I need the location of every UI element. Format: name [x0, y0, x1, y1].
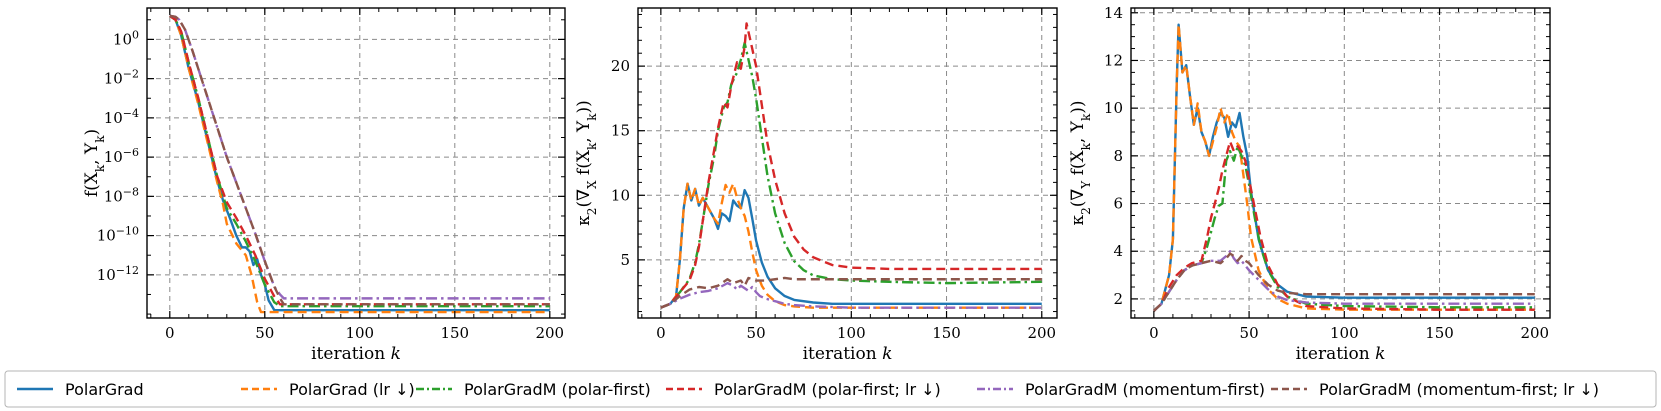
axes-frame — [637, 7, 1058, 319]
subplot-condition-number-y: 0 50 100 150 200 2 4 6 8 10 12 14 iteration k κ2​(∇Y​… — [1068, 4, 1551, 364]
x-tick-label: 100 — [837, 324, 866, 342]
legend: PolarGrad PolarGrad (lr ↓) PolarGradM (pol… — [4, 370, 1657, 408]
series-line-polargradm-momentum-first-lr — [660, 276, 1042, 309]
x-axis-label: iteration k — [1296, 344, 1386, 364]
y-tick-label: 100 — [113, 28, 139, 49]
legend-label: PolarGradM (polar-first; lr ↓) — [714, 380, 941, 399]
series-line-polargrad-lr — [660, 182, 1042, 309]
y-tick-label: 10−8 — [104, 185, 139, 206]
ticks: 0 50 100 150 200 5 10 15 20 — [611, 8, 1057, 342]
y-tick-label: 15 — [611, 122, 630, 140]
legend-entry-polargrad: PolarGrad — [17, 380, 144, 399]
x-tick-label: 200 — [1520, 324, 1549, 342]
series-line-polargradm-polar-first-lr — [1153, 140, 1535, 312]
ticks: 0 50 100 150 200 100 10−2 10−4 10−6 10−8 10−10 10−1… — [97, 8, 565, 342]
y-tick-label: 12 — [1104, 51, 1123, 69]
series-line-polargradm-polar-first-lr — [660, 22, 1042, 309]
ticks: 0 50 100 150 200 2 4 6 8 10 12 14 — [1104, 4, 1550, 342]
axes-frame — [146, 7, 566, 319]
series-line-polargradm-momentum-first — [660, 281, 1042, 309]
y-tick-label: 10−4 — [104, 106, 139, 127]
x-tick-label: 150 — [932, 324, 961, 342]
y-tick-label: 10−6 — [104, 146, 139, 167]
x-tick-label: 150 — [440, 324, 469, 342]
series-group — [660, 22, 1042, 309]
series-line-polargrad-lr — [169, 14, 550, 314]
legend-entry-polargradm-momentum-first: PolarGradM (momentum-first) — [977, 380, 1265, 399]
y-tick-label: 5 — [620, 251, 630, 269]
y-tick-label: 10−12 — [97, 263, 139, 284]
y-tick-label: 20 — [611, 57, 630, 75]
y-tick-label: 8 — [1113, 147, 1123, 165]
grid — [147, 8, 565, 318]
series-line-polargradm-momentum-first-lr — [1153, 252, 1535, 312]
series-line-polargradm-polar-first — [169, 14, 550, 308]
y-tick-label: 14 — [1104, 4, 1123, 22]
y-tick-label: 10 — [1104, 99, 1123, 117]
legend-entry-polargrad-lr: PolarGrad (lr ↓) — [241, 380, 415, 399]
x-axis-label: iteration k — [311, 344, 401, 364]
legend-entry-polargradm-polar-first: PolarGradM (polar-first) — [416, 380, 651, 399]
subplot-objective-value: 0 50 100 150 200 100 10−2 10−4 10−6 10−8 10−10 10−1… — [82, 7, 566, 364]
y-tick-label: 10 — [611, 186, 630, 204]
legend-label: PolarGrad (lr ↓) — [289, 380, 415, 399]
series-line-polargradm-momentum-first-lr — [169, 14, 550, 306]
x-tick-label: 200 — [1027, 324, 1056, 342]
y-axis-label: κ2​(∇Y​ f(Xk​, Yk​)) — [1068, 101, 1093, 226]
y-tick-label: 6 — [1113, 195, 1123, 213]
subplot-condition-number-x: 0 50 100 150 200 5 10 15 20 iteration k κ2​(∇X​ f(… — [574, 7, 1058, 364]
legend-label: PolarGradM (momentum-first) — [1025, 380, 1265, 399]
series-group — [169, 14, 550, 314]
series-line-polargrad — [1153, 23, 1535, 312]
series-group — [1153, 23, 1535, 312]
legend-entry-polargradm-polar-first-lr: PolarGradM (polar-first; lr ↓) — [666, 380, 941, 399]
x-tick-label: 50 — [747, 324, 766, 342]
legend-label: PolarGrad — [65, 380, 144, 399]
x-tick-label: 50 — [255, 324, 274, 342]
x-tick-label: 0 — [1149, 324, 1159, 342]
x-axis-label: iteration k — [803, 344, 893, 364]
series-line-polargrad-lr — [1153, 23, 1535, 312]
x-tick-label: 150 — [1425, 324, 1454, 342]
x-tick-label: 100 — [1330, 324, 1359, 342]
legend-label: PolarGradM (polar-first) — [464, 380, 651, 399]
x-tick-label: 100 — [345, 324, 374, 342]
axes-frame — [1130, 7, 1551, 319]
legend-entry-polargradm-momentum-first-lr: PolarGradM (momentum-first; lr ↓) — [1271, 380, 1599, 399]
y-axis-label: f(Xk​, Yk​) — [82, 129, 107, 197]
x-tick-label: 0 — [165, 324, 175, 342]
grid — [1131, 8, 1550, 318]
x-tick-label: 50 — [1240, 324, 1259, 342]
x-tick-label: 200 — [535, 324, 564, 342]
legend-label: PolarGradM (momentum-first; lr ↓) — [1319, 380, 1599, 399]
x-tick-label: 0 — [656, 324, 666, 342]
y-tick-label: 2 — [1113, 290, 1123, 308]
y-tick-label: 4 — [1113, 242, 1123, 260]
y-tick-label: 10−2 — [104, 67, 139, 88]
grid — [638, 8, 1057, 318]
legend-frame — [4, 370, 1657, 408]
y-tick-label: 10−10 — [97, 224, 139, 245]
y-axis-label: κ2​(∇X​ f(Xk​, Yk​)) — [574, 100, 599, 226]
